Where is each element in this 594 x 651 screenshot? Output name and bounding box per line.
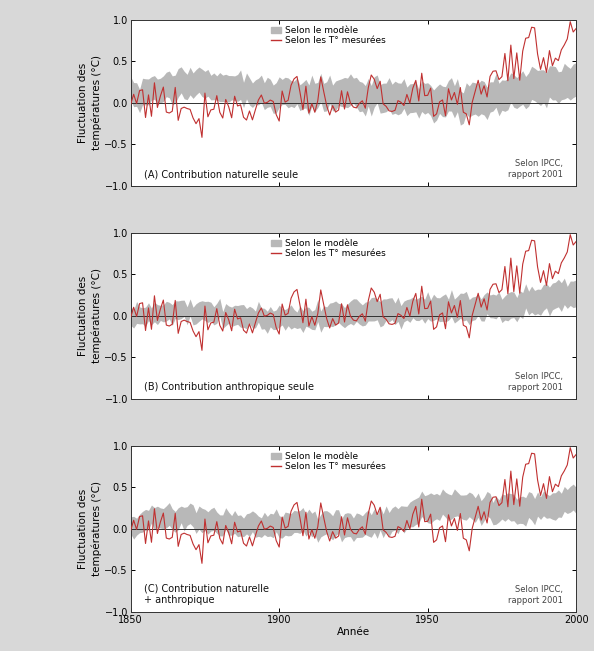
Text: Selon IPCC,
rapport 2001: Selon IPCC, rapport 2001 (508, 159, 563, 179)
Text: Selon IPCC,
rapport 2001: Selon IPCC, rapport 2001 (508, 372, 563, 393)
X-axis label: Année: Année (337, 628, 370, 637)
Y-axis label: Fluctuation des
températures (°C): Fluctuation des températures (°C) (78, 481, 102, 576)
Text: (B) Contribution anthropique seule: (B) Contribution anthropique seule (144, 382, 314, 393)
Legend: Selon le modèle, Selon les T° mesurées: Selon le modèle, Selon les T° mesurées (269, 450, 388, 473)
Y-axis label: Fluctuation des
températures (°C): Fluctuation des températures (°C) (78, 55, 102, 150)
Text: (C) Contribution naturelle
+ anthropique: (C) Contribution naturelle + anthropique (144, 584, 269, 605)
Text: Selon IPCC,
rapport 2001: Selon IPCC, rapport 2001 (508, 585, 563, 605)
Legend: Selon le modèle, Selon les T° mesurées: Selon le modèle, Selon les T° mesurées (269, 24, 388, 47)
Y-axis label: Fluctuation des
températures (°C): Fluctuation des températures (°C) (78, 268, 102, 363)
Legend: Selon le modèle, Selon les T° mesurées: Selon le modèle, Selon les T° mesurées (269, 237, 388, 260)
Text: (A) Contribution naturelle seule: (A) Contribution naturelle seule (144, 169, 298, 179)
